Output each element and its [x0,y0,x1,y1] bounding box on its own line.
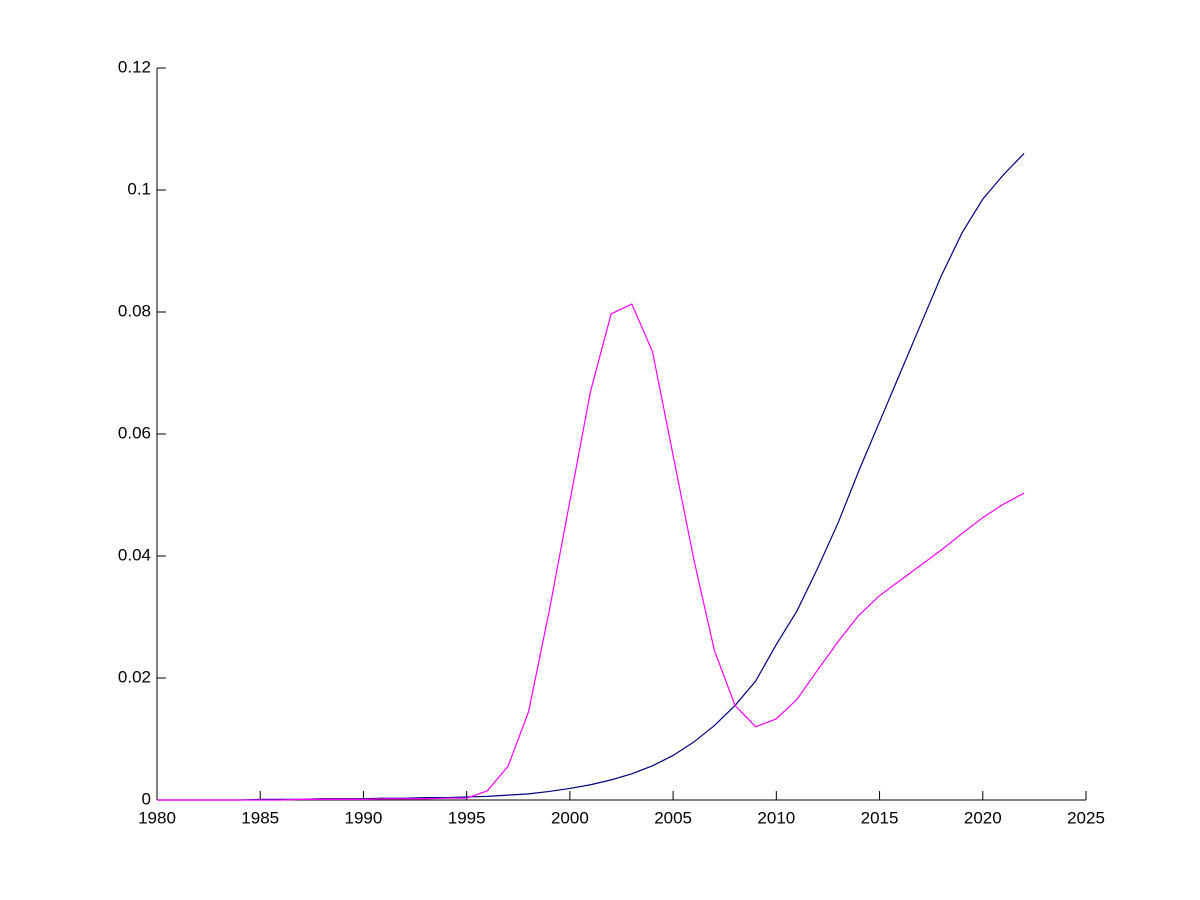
x-tick-label: 2005 [654,808,692,827]
series-line [157,303,1025,801]
x-tick-label: 1980 [138,808,176,827]
x-tick-label: 2010 [757,808,795,827]
x-tick-label: 1995 [448,808,486,827]
x-tick-label: 1990 [345,808,383,827]
y-tick-label: 0.1 [127,179,151,198]
y-tick-label: 0.02 [118,667,151,686]
x-tick-label: 2015 [861,808,899,827]
y-tick-label: 0.04 [118,545,151,564]
y-tick-label: 0 [142,789,151,808]
y-tick-label: 0.08 [118,301,151,320]
series-line [157,152,1025,801]
x-tick-label: 1985 [241,808,279,827]
y-tick-label: 0.12 [118,57,151,76]
y-tick-label: 0.06 [118,423,151,442]
x-tick-label: 2025 [1067,808,1105,827]
x-tick-label: 2000 [551,808,589,827]
x-tick-label: 2020 [964,808,1002,827]
